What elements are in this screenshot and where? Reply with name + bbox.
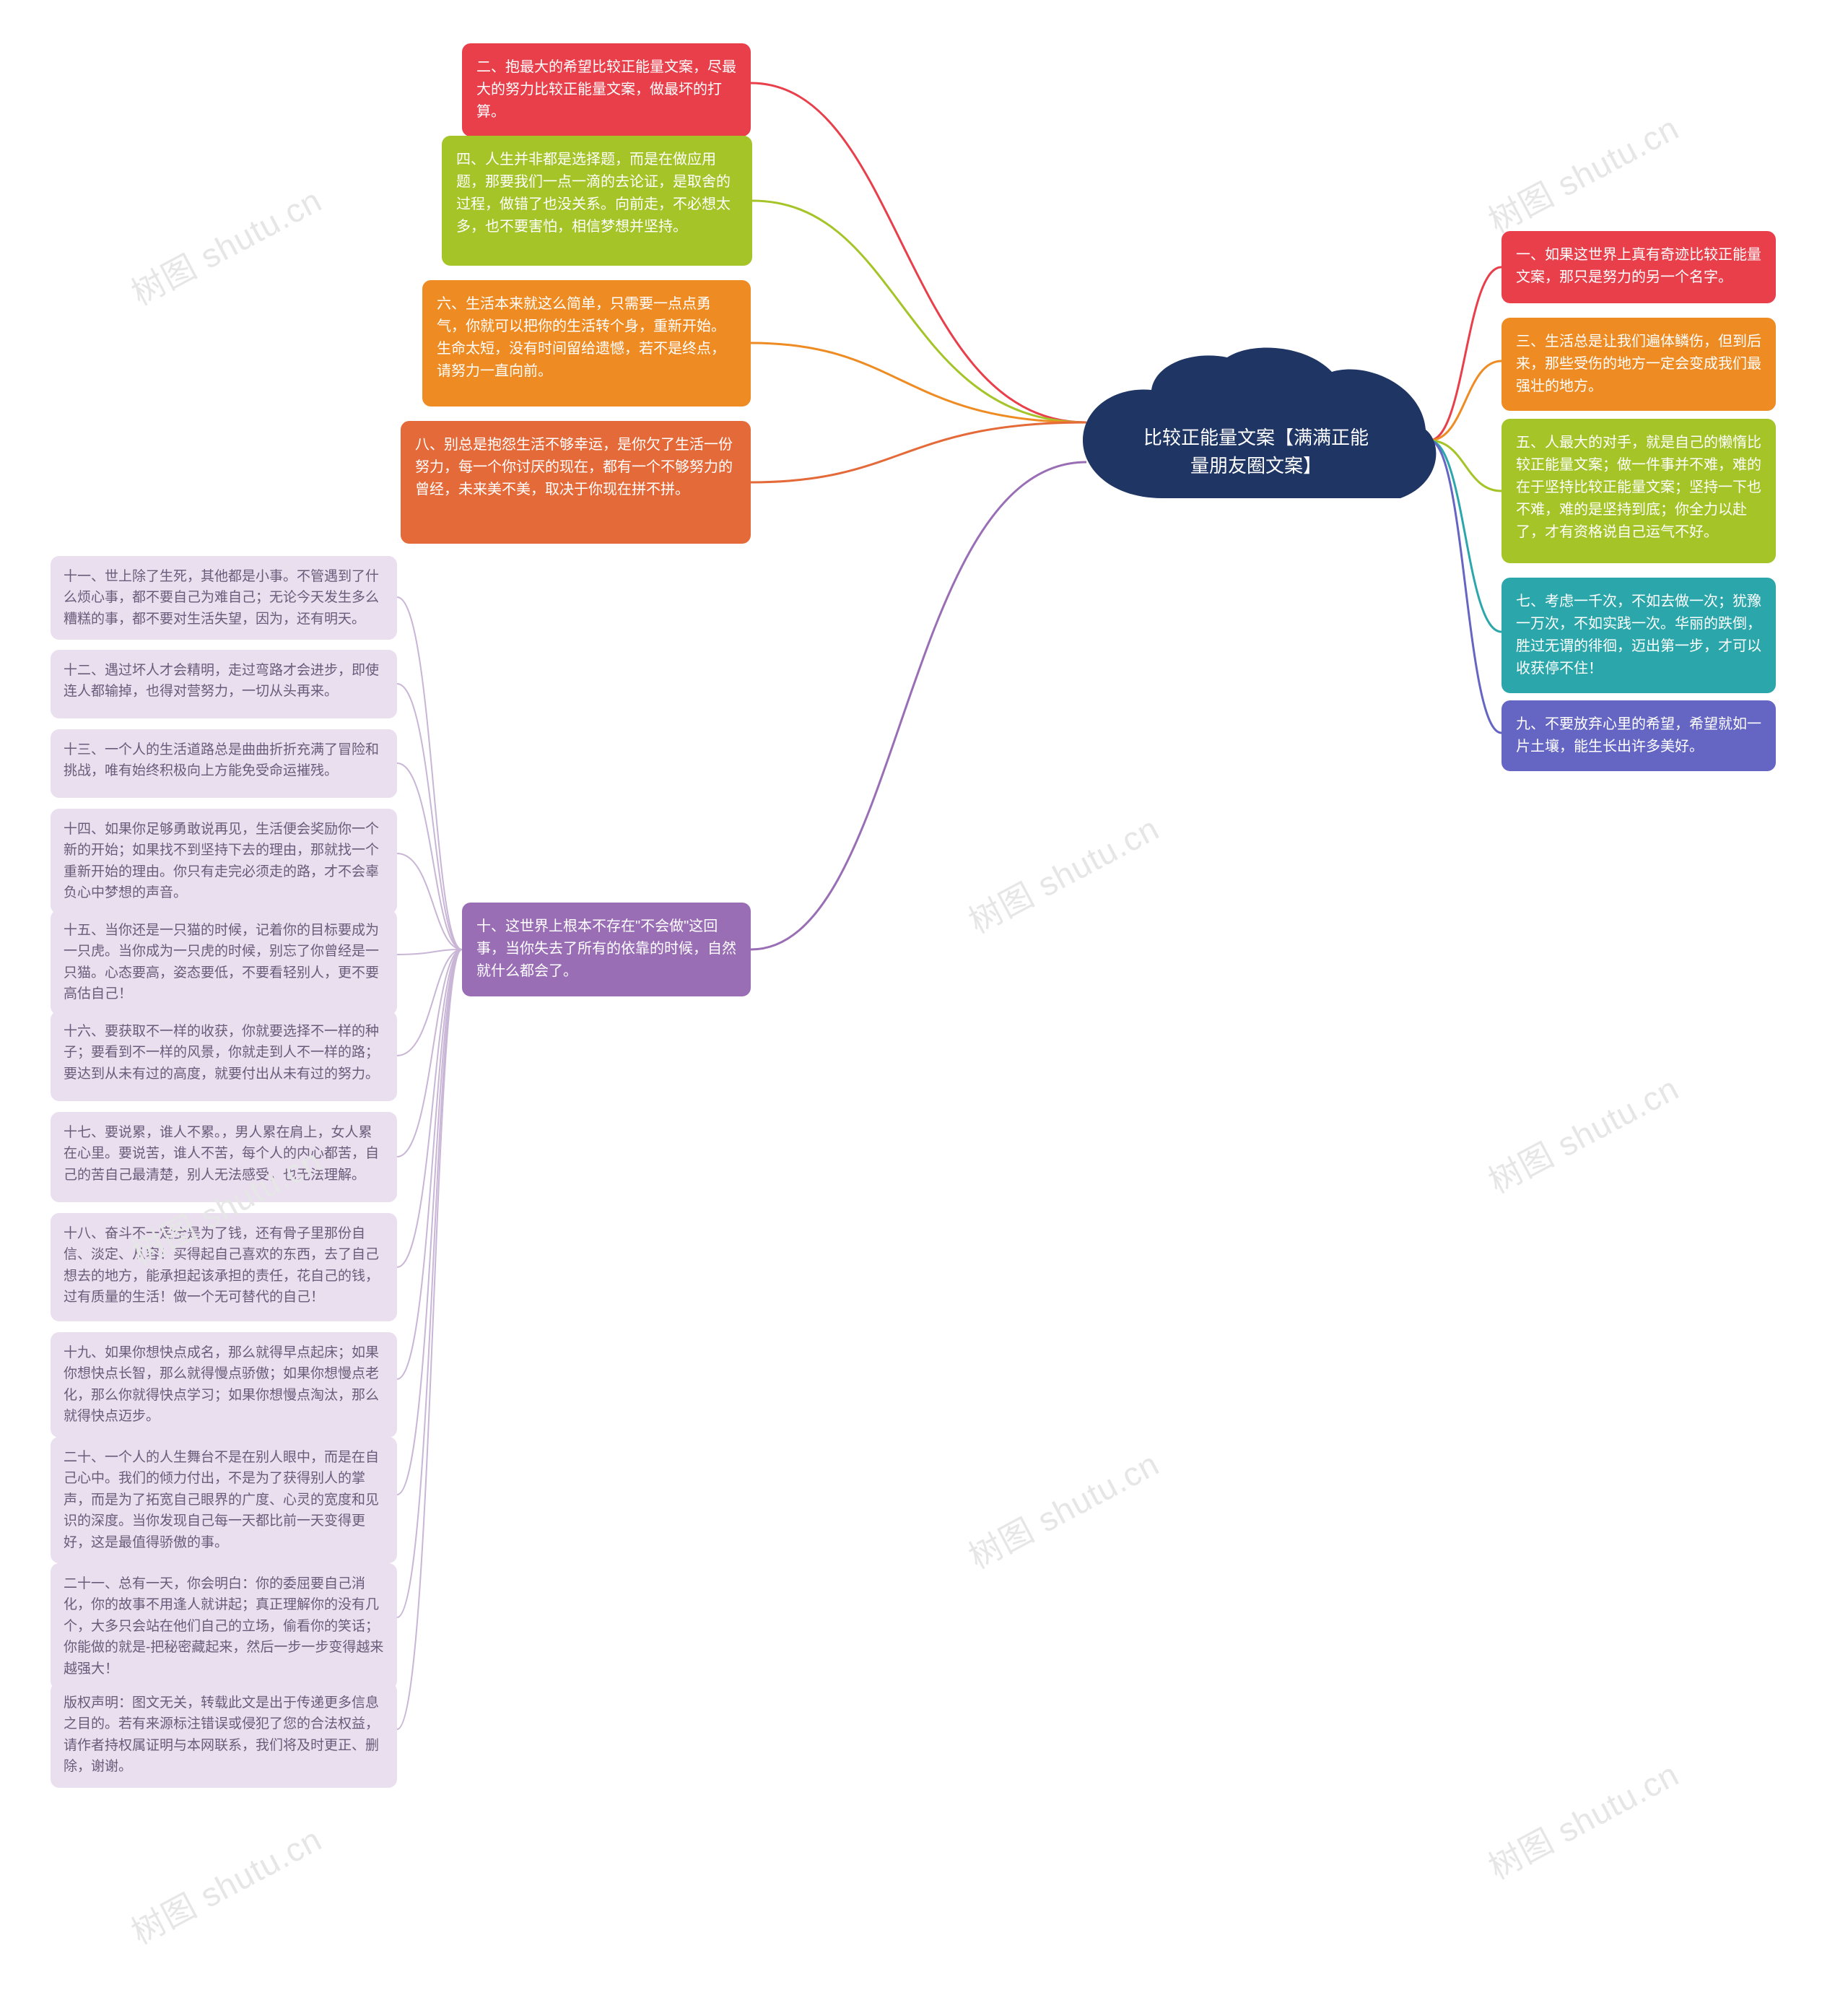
node-c13[interactable]: 十三、一个人的生活道路总是曲曲折折充满了冒险和挑战，唯有始终积极向上方能免受命运… [51, 729, 397, 798]
node-r5[interactable]: 五、人最大的对手，就是自己的懒惰比较正能量文案；做一件事并不难，难的在于坚持比较… [1502, 419, 1776, 563]
conn-c13 [397, 763, 462, 949]
watermark: 树图 shutu.cn [122, 175, 329, 315]
node-l2[interactable]: 二、抱最大的希望比较正能量文案，尽最大的努力比较正能量文案，做最坏的打算。 [462, 43, 751, 136]
conn-c14 [397, 853, 462, 949]
conn-c20 [397, 949, 462, 1495]
node-c11[interactable]: 十一、世上除了生死，其他都是小事。不管遇到了什么烦心事，都不要自己为难自己；无论… [51, 556, 397, 640]
conn-c16 [397, 949, 462, 1056]
node-l6[interactable]: 六、生活本来就这么简单，只需要一点点勇气，你就可以把你的生活转个身，重新开始。生… [422, 280, 751, 407]
node-c19[interactable]: 十九、如果你想快点成名，那么就得早点起床；如果你想快点长智，那么就得慢点骄傲；如… [51, 1332, 397, 1438]
center-topic[interactable]: 比较正能量文案【满满正能量朋友圈文案】 [1068, 347, 1444, 534]
node-c15[interactable]: 十五、当你还是一只猫的时候，记着你的目标要成为一只虎。当你成为一只虎的时候，别忘… [51, 910, 397, 1015]
watermark: 树图 shutu.cn [122, 1814, 329, 1954]
node-c12[interactable]: 十二、遇过坏人才会精明，走过弯路才会进步，即使连人都输掉，也得对营努力，一切从头… [51, 650, 397, 718]
conn-c17 [397, 949, 462, 1157]
node-r7[interactable]: 七、考虑一千次，不如去做一次；犹豫一万次，不如实践一次。华丽的跌倒，胜过无谓的徘… [1502, 578, 1776, 693]
conn-l8 [751, 422, 1086, 482]
conn-l6 [751, 343, 1086, 422]
node-c14[interactable]: 十四、如果你足够勇敢说再见，生活便会奖励你一个新的开始；如果找不到坚持下去的理由… [51, 809, 397, 914]
watermark: 树图 shutu.cn [959, 803, 1167, 943]
node-r9[interactable]: 九、不要放弃心里的希望，希望就如一片土壤，能生长出许多美好。 [1502, 700, 1776, 771]
center-topic-text: 比较正能量文案【满满正能量朋友圈文案】 [1141, 424, 1372, 480]
node-r1[interactable]: 一、如果这世界上真有奇迹比较正能量文案，那只是努力的另一个名字。 [1502, 231, 1776, 303]
conn-c22 [397, 949, 462, 1729]
node-c22[interactable]: 版权声明：图文无关，转载此文是出于传递更多信息之目的。若有来源标注错误或侵犯了您… [51, 1682, 397, 1788]
conn-c12 [397, 684, 462, 949]
node-c16[interactable]: 十六、要获取不一样的收获，你就要选择不一样的种子；要看到不一样的风景，你就走到人… [51, 1011, 397, 1101]
node-c21[interactable]: 二十一、总有一天，你会明白：你的委屈要自己消化，你的故事不用逢人就讲起；真正理解… [51, 1563, 397, 1690]
conn-c21 [397, 949, 462, 1617]
conn-c11 [397, 597, 462, 949]
watermark: 树图 shutu.cn [1479, 1749, 1686, 1889]
conn-c19 [397, 949, 462, 1379]
conn-l4 [752, 201, 1086, 422]
conn-c15 [397, 949, 462, 955]
conn-l2 [751, 83, 1086, 422]
node-c20[interactable]: 二十、一个人的人生舞台不是在别人眼中，而是在自己心中。我们的倾力付出，不是为了获… [51, 1437, 397, 1563]
node-r3[interactable]: 三、生活总是让我们遍体鳞伤，但到后来，那些受伤的地方一定会变成我们最强壮的地方。 [1502, 318, 1776, 411]
node-l10[interactable]: 十、这世界上根本不存在"不会做"这回事，当你失去了所有的依靠的时候，自然就什么都… [462, 903, 751, 996]
node-l4[interactable]: 四、人生并非都是选择题，而是在做应用题，那要我们一点一滴的去论证，是取舍的过程，… [442, 136, 752, 266]
watermark: 树图 shutu.cn [959, 1438, 1167, 1578]
watermark: 树图 shutu.cn [1479, 1063, 1686, 1203]
node-l8[interactable]: 八、别总是抱怨生活不够幸运，是你欠了生活一份努力，每一个你讨厌的现在，都有一个不… [401, 421, 751, 544]
watermark: 树图 shutu.cn [1479, 103, 1686, 243]
conn-c18 [397, 949, 462, 1267]
